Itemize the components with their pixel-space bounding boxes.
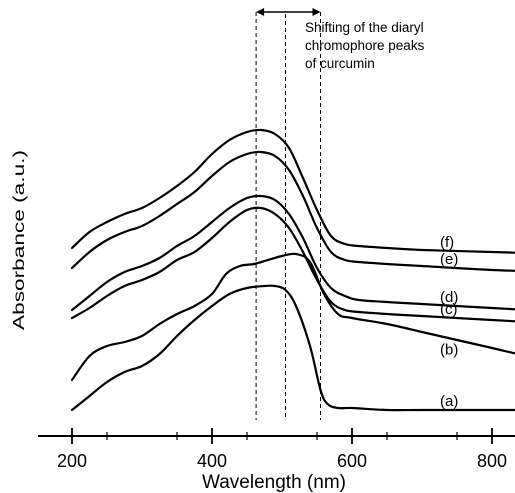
curve-e xyxy=(70,150,515,272)
guide-lines-group xyxy=(255,12,321,420)
series-label-c: (c) xyxy=(440,301,458,318)
series-label-e: (e) xyxy=(440,251,458,268)
annotation-line-2: chromophore peaks xyxy=(305,38,425,53)
series-label-b: (b) xyxy=(440,342,458,359)
x-ticks-group: 200 400 600 800 xyxy=(57,428,507,471)
series-labels-group: (a) (b) (c)(d) (e)(f) xyxy=(440,234,458,410)
curve-d xyxy=(70,194,515,312)
annotation-line-1: Shifting of the diaryl xyxy=(305,20,424,35)
curve-c xyxy=(70,206,515,323)
curve-b xyxy=(70,252,515,382)
shift-arrow-head-right xyxy=(312,8,321,16)
y-axis-label: Absorbance (a.u.) xyxy=(11,150,28,330)
series-label-f: (f) xyxy=(440,234,454,251)
series-label-d: (d) xyxy=(440,289,458,306)
x-tick-label-200: 200 xyxy=(57,451,87,471)
x-tick-label-400: 400 xyxy=(197,451,227,471)
annotation-line-3: of curcumin xyxy=(305,56,375,71)
x-tick-label-800: 800 xyxy=(477,451,507,471)
curves-group xyxy=(70,128,515,412)
x-tick-label-600: 600 xyxy=(337,451,367,471)
shift-arrow-head-left xyxy=(256,8,265,16)
curve-f xyxy=(70,128,515,254)
shift-arrow xyxy=(256,8,321,16)
curve-a xyxy=(70,284,515,412)
series-label-a: (a) xyxy=(440,393,458,410)
x-axis-label: Wavelength (nm) xyxy=(202,472,346,493)
